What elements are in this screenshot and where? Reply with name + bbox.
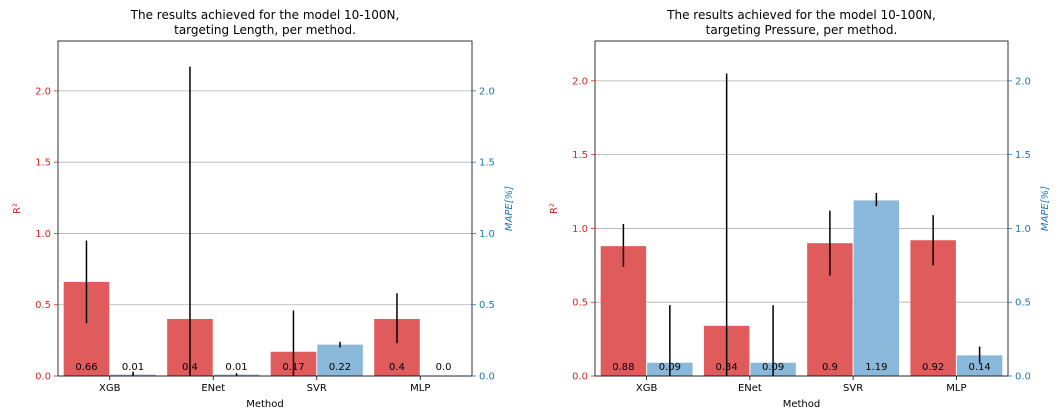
left-tick-label: 1.5 bbox=[572, 150, 588, 161]
x-axis-label: Method bbox=[246, 399, 284, 410]
right-tick-label: 2.0 bbox=[479, 86, 495, 97]
right-tick-label: 0.5 bbox=[479, 300, 495, 311]
right-axis-label: MAPE[%] bbox=[504, 186, 515, 231]
left-tick-label: 1.0 bbox=[35, 229, 51, 240]
left-tick-label: 0.5 bbox=[572, 298, 588, 309]
left-tick-label: 0.0 bbox=[35, 372, 51, 383]
mape-value-label: 0.09 bbox=[659, 362, 681, 373]
left-tick-label: 2.0 bbox=[572, 76, 588, 87]
right-tick-label: 0.0 bbox=[479, 372, 495, 383]
chart-title-line1: The results achieved for the model 10-10… bbox=[666, 8, 936, 22]
left-tick-label: 2.0 bbox=[35, 86, 51, 97]
r2-value-label: 0.34 bbox=[716, 362, 738, 373]
mape-value-label: 0.01 bbox=[122, 362, 144, 373]
chart-title-line2: targeting Length, per method. bbox=[174, 23, 356, 37]
right-tick-label: 1.5 bbox=[479, 158, 495, 169]
left-axis-label: R² bbox=[12, 203, 23, 214]
x-tick-label: SVR bbox=[307, 383, 327, 394]
right-tick-label: 1.5 bbox=[1015, 150, 1031, 161]
mape-bar-svr bbox=[317, 344, 363, 376]
plot-frame bbox=[594, 40, 1009, 377]
mape-value-label: 0.14 bbox=[968, 362, 990, 373]
r2-value-label: 0.9 bbox=[822, 362, 838, 373]
mape-value-label: 1.19 bbox=[865, 362, 887, 373]
chart-title-line2: targeting Pressure, per method. bbox=[706, 23, 898, 37]
x-tick-label: XGB bbox=[636, 383, 658, 394]
x-tick-label: XGB bbox=[99, 383, 121, 394]
right-tick-label: 0.0 bbox=[1015, 372, 1031, 383]
plot-frame bbox=[57, 40, 473, 377]
right-tick-label: 2.0 bbox=[1015, 76, 1031, 87]
x-tick-label: MLP bbox=[410, 383, 430, 394]
mape-value-label: 0.22 bbox=[329, 362, 351, 373]
right-axis-label: MAPE[%] bbox=[1040, 186, 1051, 231]
left-tick-label: 1.0 bbox=[572, 224, 588, 235]
mape-value-label: 0.01 bbox=[225, 362, 247, 373]
x-axis-label: Method bbox=[783, 399, 821, 410]
left-axis-label: R² bbox=[549, 203, 560, 214]
r2-value-label: 0.17 bbox=[282, 362, 304, 373]
r2-value-label: 0.4 bbox=[389, 362, 405, 373]
left-tick-label: 0.0 bbox=[572, 372, 588, 383]
mape-value-label: 0.09 bbox=[762, 362, 784, 373]
left-tick-label: 0.5 bbox=[35, 300, 51, 311]
chart-panel-1: 0.66 0.4 0.17 0.4 0.01 0.01 0.22 0.0 0.0 0.5 1.0 1.… bbox=[12, 8, 515, 410]
mape-bar-svr bbox=[853, 200, 900, 376]
right-tick-label: 1.0 bbox=[479, 229, 495, 240]
x-tick-label: ENet bbox=[201, 383, 225, 394]
right-tick-label: 1.0 bbox=[1015, 224, 1031, 235]
mape-bar-mlp bbox=[956, 355, 1003, 376]
right-tick-label: 0.5 bbox=[1015, 298, 1031, 309]
x-tick-label: ENet bbox=[738, 383, 762, 394]
r2-value-label: 0.4 bbox=[182, 362, 198, 373]
chart-title-line1: The results achieved for the model 10-10… bbox=[130, 8, 400, 22]
x-tick-label: SVR bbox=[843, 383, 863, 394]
mape-value-label: 0.0 bbox=[436, 362, 452, 373]
r2-value-label: 0.92 bbox=[922, 362, 944, 373]
r2-bar-xgb bbox=[600, 246, 647, 376]
left-tick-label: 1.5 bbox=[35, 158, 51, 169]
r2-value-label: 0.66 bbox=[75, 362, 97, 373]
r2-value-label: 0.88 bbox=[612, 362, 634, 373]
x-tick-label: MLP bbox=[946, 383, 966, 394]
chart-panel-2: 0.88 0.34 0.9 0.92 0.09 0.09 1.19 0.14 0.0 0.5 1.0… bbox=[549, 8, 1051, 410]
